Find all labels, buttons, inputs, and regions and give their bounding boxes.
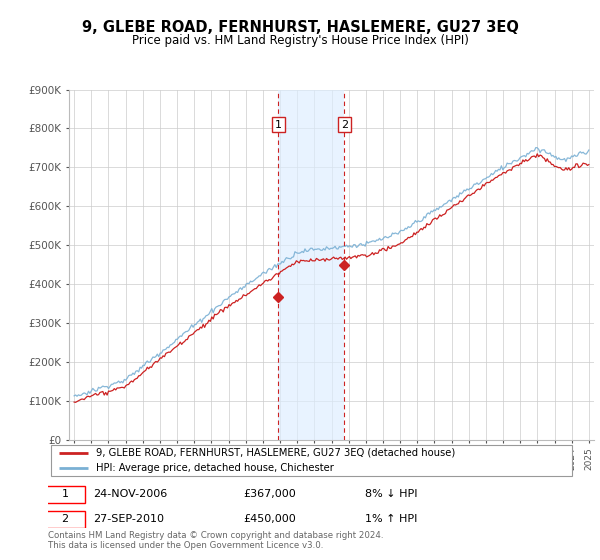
Text: 9, GLEBE ROAD, FERNHURST, HASLEMERE, GU27 3EQ: 9, GLEBE ROAD, FERNHURST, HASLEMERE, GU2… [82,20,518,35]
Text: £450,000: £450,000 [244,514,296,524]
Text: 1: 1 [275,120,282,129]
Text: Price paid vs. HM Land Registry's House Price Index (HPI): Price paid vs. HM Land Registry's House … [131,34,469,46]
Text: 1: 1 [61,489,68,500]
Text: 2: 2 [61,514,68,524]
Text: 27-SEP-2010: 27-SEP-2010 [93,514,164,524]
FancyBboxPatch shape [50,445,572,476]
Text: HPI: Average price, detached house, Chichester: HPI: Average price, detached house, Chic… [95,463,334,473]
FancyBboxPatch shape [46,486,85,503]
Text: 2: 2 [341,120,348,129]
Text: 8% ↓ HPI: 8% ↓ HPI [365,489,418,500]
FancyBboxPatch shape [46,511,85,528]
Bar [278,90,344,440]
Text: 1% ↑ HPI: 1% ↑ HPI [365,514,417,524]
Text: 9, GLEBE ROAD, FERNHURST, HASLEMERE, GU27 3EQ (detached house): 9, GLEBE ROAD, FERNHURST, HASLEMERE, GU2… [95,447,455,458]
Text: £367,000: £367,000 [244,489,296,500]
Text: Contains HM Land Registry data © Crown copyright and database right 2024.
This d: Contains HM Land Registry data © Crown c… [48,531,383,550]
Text: 24-NOV-2006: 24-NOV-2006 [93,489,167,500]
